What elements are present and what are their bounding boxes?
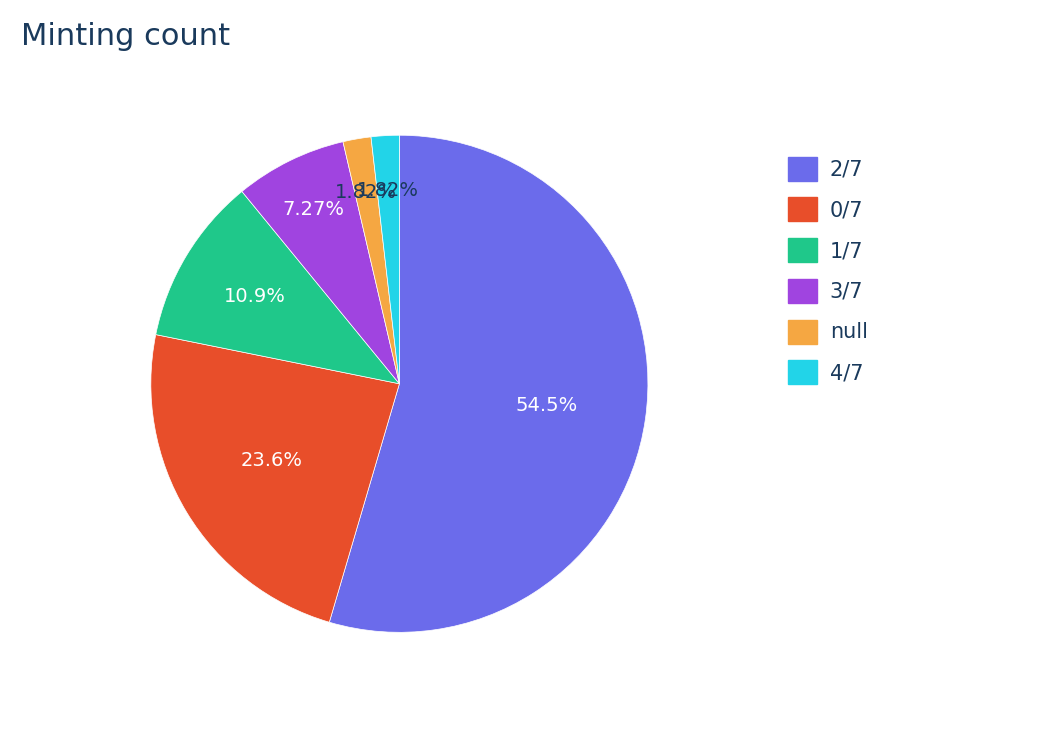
Wedge shape [371,135,399,384]
Text: 10.9%: 10.9% [224,287,286,306]
Wedge shape [156,192,399,384]
Wedge shape [343,137,399,384]
Legend: 2/7, 0/7, 1/7, 3/7, null, 4/7: 2/7, 0/7, 1/7, 3/7, null, 4/7 [788,156,868,385]
Wedge shape [329,135,647,632]
Text: 1.82%: 1.82% [357,181,419,200]
Text: 54.5%: 54.5% [516,395,578,414]
Text: 1.82%: 1.82% [335,183,397,202]
Text: 23.6%: 23.6% [241,451,303,470]
Text: 7.27%: 7.27% [283,200,345,219]
Wedge shape [242,142,399,384]
Wedge shape [151,335,399,622]
Text: Minting count: Minting count [21,22,230,51]
